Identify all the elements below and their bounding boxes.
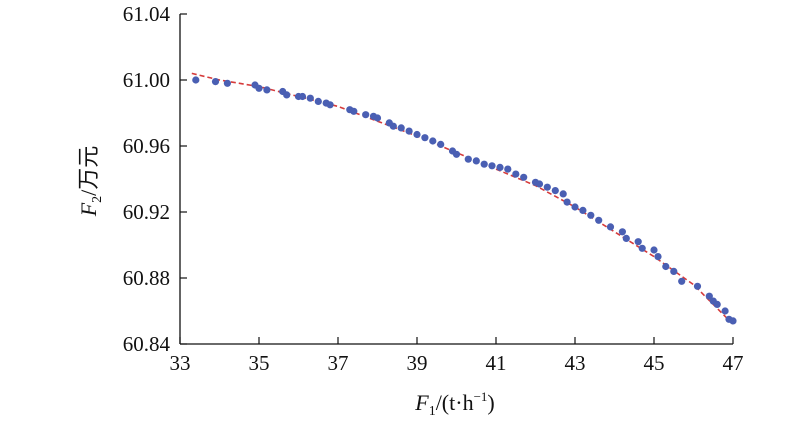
data-point [638, 244, 646, 252]
data-point [429, 137, 437, 145]
data-point [211, 78, 220, 86]
data-points-series [192, 76, 737, 325]
x-tick-label: 43 [565, 351, 586, 375]
data-point [622, 234, 630, 242]
data-point [263, 86, 271, 94]
data-point [306, 94, 314, 102]
x-tick-label: 35 [249, 351, 270, 375]
data-point [705, 292, 713, 300]
data-point [496, 163, 504, 171]
data-point [326, 101, 334, 109]
data-point [543, 183, 551, 191]
x-axis-title-superscript: −1 [474, 389, 488, 404]
data-point [480, 160, 488, 168]
data-point [606, 223, 615, 231]
data-point [595, 216, 603, 224]
data-point [255, 84, 263, 92]
x-axis-title-unit-close: ) [487, 390, 494, 415]
y-tick-label: 60.84 [123, 332, 171, 356]
data-point [314, 97, 322, 105]
fit-line-series [191, 72, 734, 325]
data-point [579, 206, 587, 214]
data-point [283, 91, 291, 99]
data-point [559, 190, 567, 198]
x-axis-title-variable: F [414, 390, 429, 415]
data-point [397, 124, 405, 132]
data-point [618, 228, 627, 236]
data-point [654, 253, 662, 261]
data-point [551, 187, 559, 195]
x-axis-title-subscript: 1 [429, 404, 436, 419]
data-point [713, 300, 721, 308]
data-point [472, 157, 480, 165]
data-point [192, 76, 200, 84]
data-point [729, 317, 737, 325]
data-point [362, 111, 370, 119]
data-point [693, 282, 702, 290]
data-point [520, 173, 528, 181]
data-point [571, 203, 579, 211]
y-tick-label: 61.00 [123, 68, 170, 92]
y-tick-label: 60.88 [123, 266, 170, 290]
data-point [535, 180, 544, 188]
data-point [298, 92, 307, 101]
x-tick-label: 33 [170, 351, 191, 375]
fit-line [191, 72, 734, 325]
data-point [721, 307, 729, 315]
data-point [504, 165, 512, 173]
x-tick-label: 45 [644, 351, 665, 375]
plot-area: 60.84 60.88 60.92 60.96 61.00 61.04 33 35 37 39 4… [123, 2, 744, 375]
x-tick-label: 37 [328, 351, 349, 375]
y-axis: 60.84 60.88 60.92 60.96 61.00 61.04 [123, 2, 187, 356]
data-point [670, 267, 678, 275]
data-point [223, 79, 231, 87]
x-tick-label: 39 [407, 351, 428, 375]
data-point [437, 140, 445, 148]
data-point [488, 162, 496, 170]
data-point [678, 277, 686, 285]
y-tick-label: 61.04 [123, 2, 171, 26]
data-point [587, 211, 595, 219]
data-point [650, 246, 658, 254]
x-axis: 33 35 37 39 41 43 45 47 [170, 337, 744, 375]
y-axis-title-subscript: 2 [90, 196, 105, 203]
data-point [464, 155, 472, 163]
data-point [563, 198, 571, 206]
data-point [662, 262, 670, 271]
data-point [350, 107, 358, 115]
x-axis-title: F1/(t·h−1) [414, 389, 495, 419]
y-axis-title: F2/万元 [76, 146, 105, 218]
x-axis-title-unit: /(t·h [436, 390, 474, 415]
data-point [405, 127, 413, 135]
data-point [634, 238, 642, 246]
data-point [512, 170, 520, 178]
y-tick-label: 60.96 [123, 134, 170, 158]
data-point [413, 130, 421, 139]
y-axis-title-unit: /万元 [76, 146, 101, 196]
y-tick-label: 60.92 [123, 200, 170, 224]
data-point [373, 114, 382, 122]
data-point [389, 122, 397, 130]
x-tick-label: 41 [486, 351, 507, 375]
data-point [452, 150, 461, 158]
data-point [421, 134, 429, 142]
y-axis-title-variable: F [76, 202, 101, 217]
x-tick-label: 47 [723, 351, 744, 375]
